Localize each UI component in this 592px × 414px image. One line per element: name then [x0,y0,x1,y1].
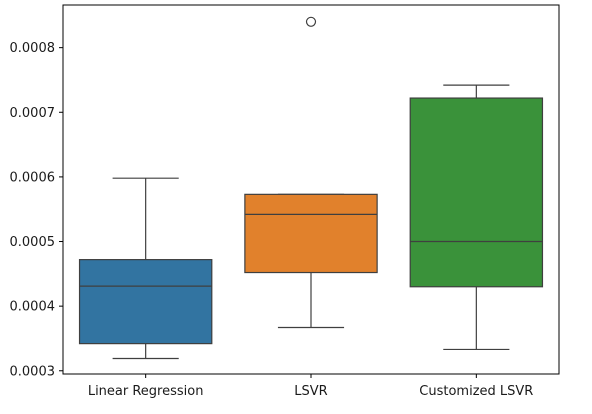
y-tick-label: 0.0006 [10,170,56,185]
box-group [409,84,544,351]
y-tick-label: 0.0005 [10,235,56,250]
box-group [78,177,213,360]
y-tick-label: 0.0003 [10,364,56,379]
x-tick-label: Linear Regression [88,384,204,399]
boxes-layer [78,16,544,360]
x-tick-label: Customized LSVR [419,384,533,399]
box-iqr [244,193,378,274]
y-tick-label: 0.0007 [10,106,56,121]
x-tick-label: LSVR [294,384,327,399]
x-axis: Linear Regression LSVR Customized LSVR [88,374,533,399]
y-tick-label: 0.0004 [10,300,56,315]
y-axis: 0.0003 0.0004 0.0005 0.0006 0.0007 0.0008 [10,41,63,379]
outlier-point [305,16,317,27]
y-tick-label: 0.0008 [10,41,56,56]
box-iqr [409,97,544,288]
box-group [244,16,378,329]
box-iqr [78,259,213,345]
